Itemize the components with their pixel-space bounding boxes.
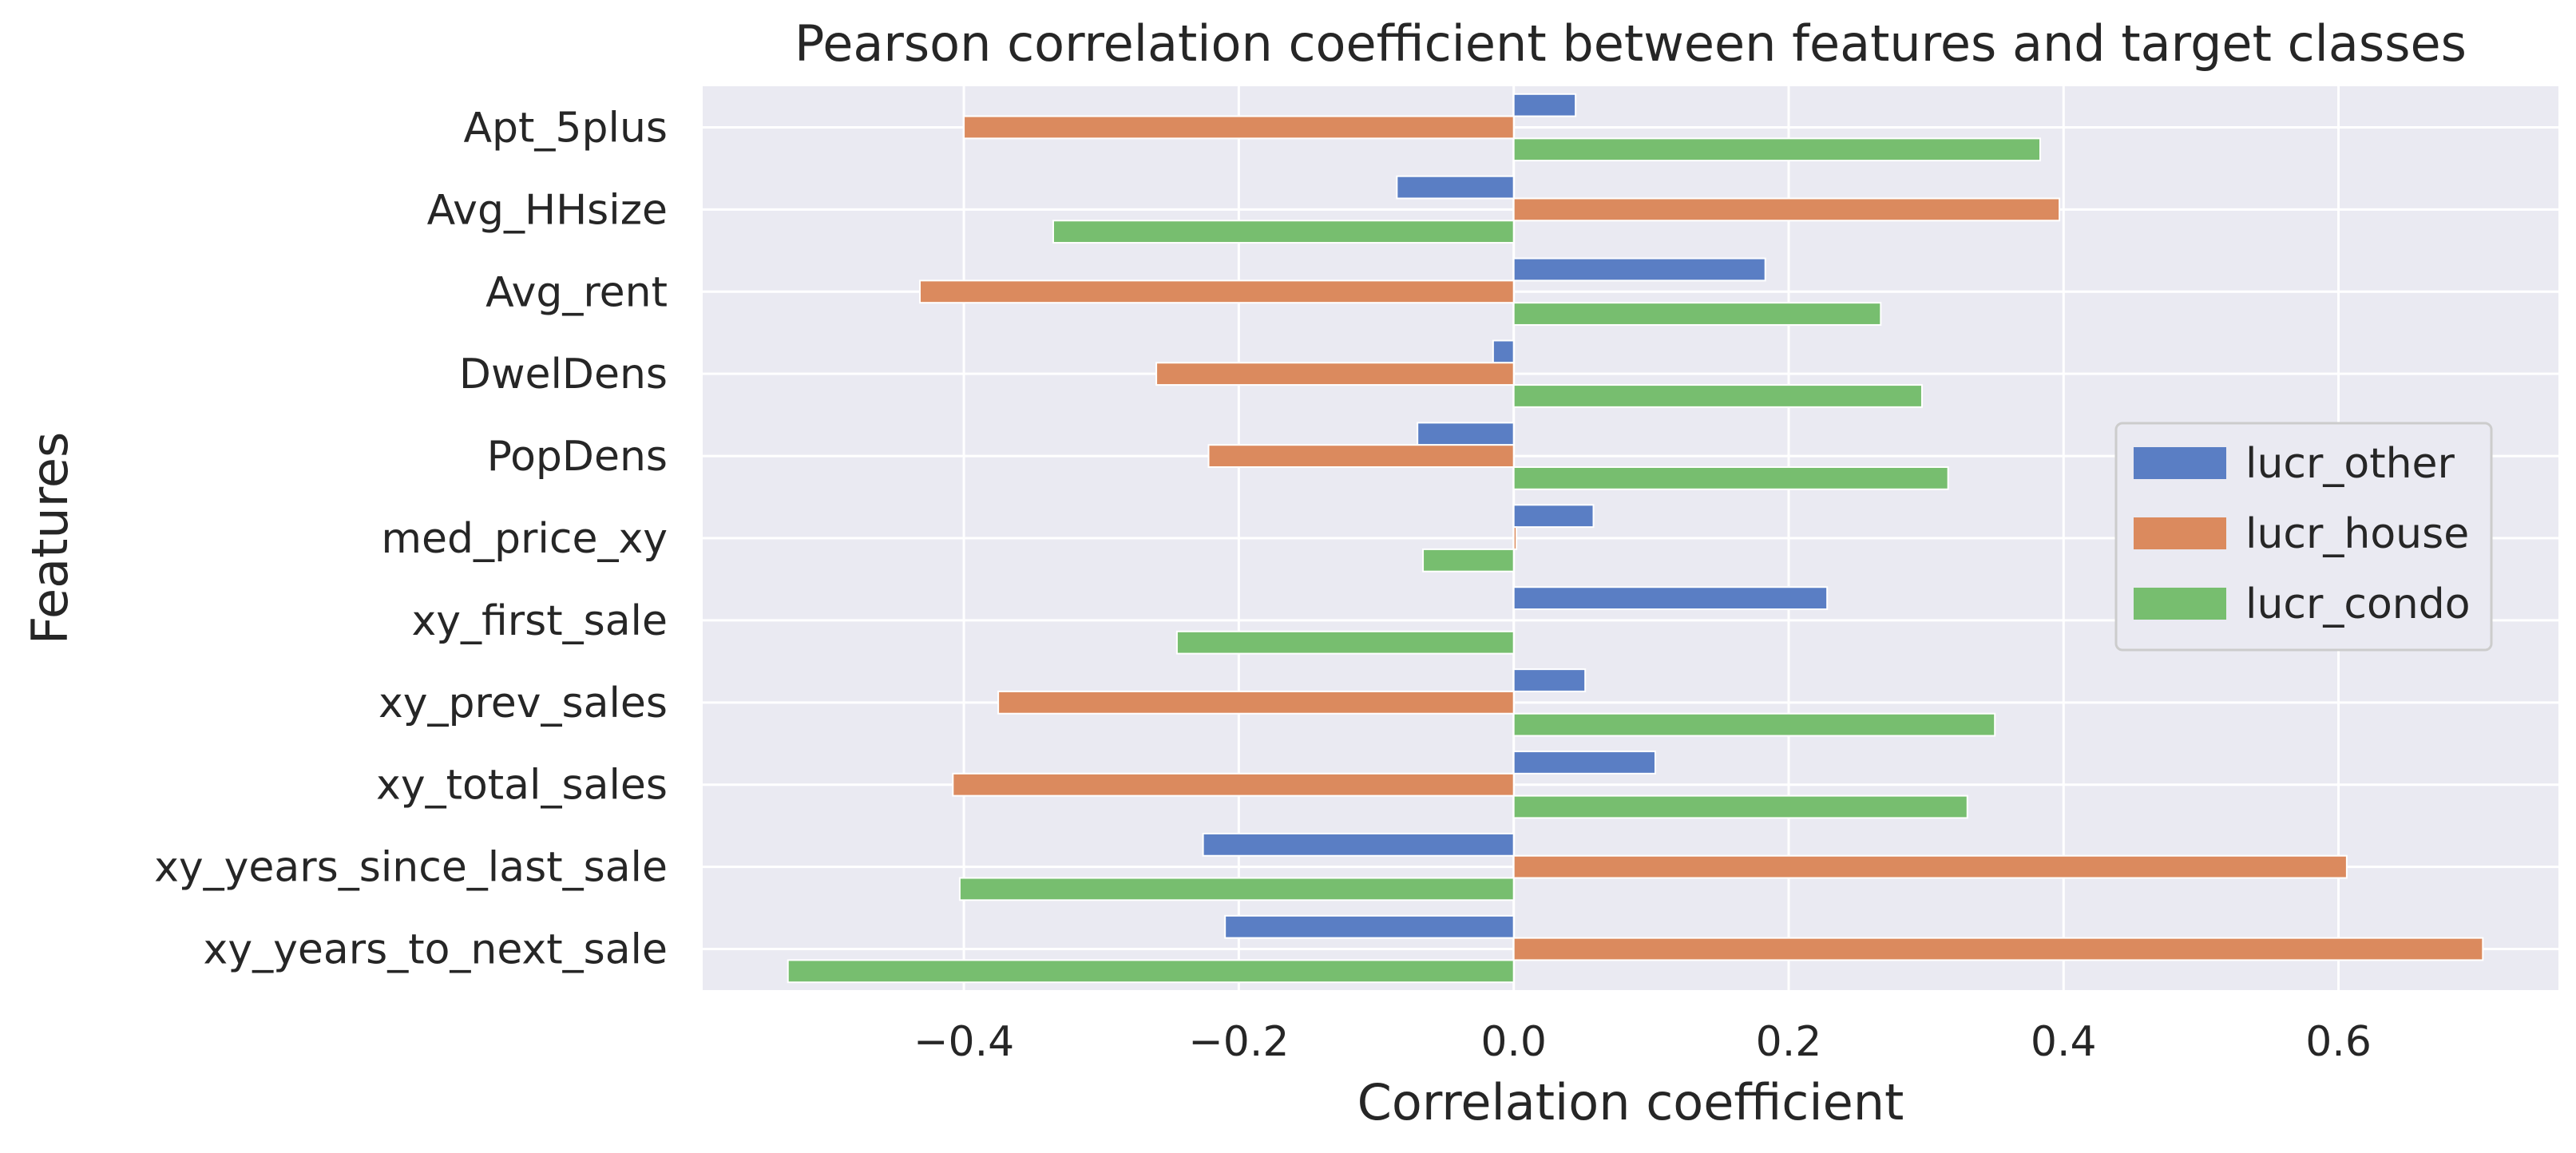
x-tick-label: −0.2 [1188,1018,1289,1066]
legend-label-lucr_other: lucr_other [2245,440,2455,488]
y-tick-label: PopDens [487,433,668,481]
x-tick-label: 0.2 [1756,1018,1822,1066]
bars [787,93,2484,984]
x-tick-labels: −0.4 −0.2 0.0 0.2 0.4 0.6 [913,1018,2372,1066]
bar-lucr_condo-xy_total_sales [1512,794,1968,819]
bar-lucr_condo-Avg_HHsize [1052,220,1515,244]
bar-lucr_condo-Avg_rent [1512,302,1882,326]
bar-lucr_other-Apt_5plus [1512,93,1577,117]
x-tick-label: 0.4 [2031,1018,2097,1066]
bar-lucr_condo-xy_prev_sales [1512,712,1996,737]
bar-lucr_condo-med_price_xy [1422,548,1515,573]
y-tick-label: med_price_xy [381,515,668,563]
bar-lucr_other-DwelDens [1492,339,1515,364]
bar-lucr_house-xy_years_to_next_sale [1512,937,2484,961]
bar-lucr_condo-DwelDens [1512,384,1923,408]
bar-lucr_other-Avg_rent [1512,257,1766,282]
bar-lucr_condo-xy_first_sale [1175,630,1515,655]
legend-swatch-lucr_condo [2134,588,2226,620]
bar-lucr_condo-xy_years_to_next_sale [787,959,1515,984]
bar-lucr_other-Avg_HHsize [1396,175,1515,200]
bar-lucr_house-Avg_rent [918,279,1515,304]
bar-lucr_house-xy_first_sale [1512,608,1516,632]
bar-lucr_condo-Apt_5plus [1512,137,2042,162]
bar-lucr_other-xy_years_since_last_sale [1202,832,1515,857]
bar-lucr_other-PopDens [1417,422,1515,446]
bar-lucr_condo-PopDens [1512,466,1949,490]
y-tick-label: xy_total_sales [376,762,668,810]
bar-lucr_house-xy_prev_sales [997,690,1515,715]
x-axis-label: Correlation coefficient [1357,1073,1904,1131]
bar-lucr_other-xy_prev_sales [1512,668,1587,692]
y-tick-label: xy_years_since_last_sale [154,844,668,892]
x-tick-label: 0.6 [2305,1018,2372,1066]
bar-lucr_other-med_price_xy [1512,504,1595,529]
y-axis-label: Features [21,432,79,645]
legend-label-lucr_condo: lucr_condo [2245,580,2471,628]
x-tick-label: 0.0 [1480,1018,1547,1066]
bar-lucr_house-xy_total_sales [952,772,1515,797]
legend-swatch-lucr_house [2134,517,2226,549]
bar-lucr_other-xy_first_sale [1512,586,1829,611]
bar-lucr_house-Apt_5plus [963,115,1515,140]
y-tick-label: Avg_HHsize [427,186,668,234]
bar-lucr_house-PopDens [1207,444,1515,468]
legend-label-lucr_house: lucr_house [2245,510,2469,558]
bar-lucr_house-xy_years_since_last_sale [1512,854,2348,879]
bar-lucr_condo-xy_years_since_last_sale [958,877,1515,901]
y-tick-label: xy_prev_sales [378,680,668,727]
y-tick-label: xy_years_to_next_sale [204,926,668,974]
bar-lucr_house-med_price_xy [1512,526,1518,550]
bar-lucr_other-xy_total_sales [1512,751,1656,775]
y-tick-labels: Apt_5plus Avg_HHsize Avg_rent DwelDens PopDe… [154,104,668,973]
y-tick-label: Apt_5plus [463,104,668,152]
bar-lucr_other-xy_years_to_next_sale [1224,914,1515,939]
y-tick-label: DwelDens [459,351,668,398]
y-tick-label: Avg_rent [485,268,668,316]
chart-title: Pearson correlation coefficient between … [795,14,2467,73]
legend: lucr_other lucr_house lucr_condo [2114,422,2493,652]
legend-swatch-lucr_other [2134,447,2226,479]
x-tick-label: −0.4 [913,1018,1014,1066]
bar-lucr_house-DwelDens [1155,362,1515,386]
bar-lucr_house-Avg_HHsize [1512,197,2061,222]
y-tick-label: xy_first_sale [411,597,668,645]
